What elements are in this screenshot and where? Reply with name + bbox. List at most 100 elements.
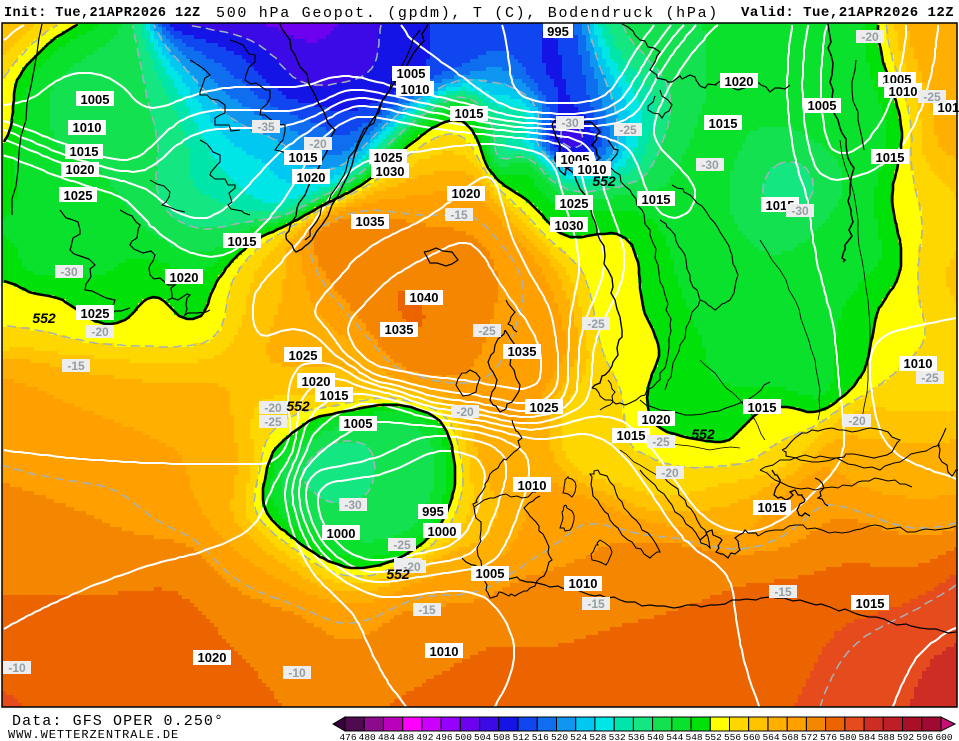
svg-text:552: 552 <box>386 566 410 582</box>
svg-text:512: 512 <box>512 732 529 741</box>
svg-text:1010: 1010 <box>430 644 459 659</box>
svg-text:1010: 1010 <box>518 478 547 493</box>
svg-text:Data: GFS OPER 0.250°: Data: GFS OPER 0.250° <box>12 713 224 730</box>
svg-text:-20: -20 <box>661 466 679 480</box>
svg-text:1020: 1020 <box>170 270 199 285</box>
svg-text:524: 524 <box>570 732 587 741</box>
svg-text:1005: 1005 <box>397 66 426 81</box>
svg-text:1010: 1010 <box>938 100 959 115</box>
svg-text:1015: 1015 <box>228 234 257 249</box>
svg-text:-25: -25 <box>393 538 411 552</box>
svg-text:1040: 1040 <box>410 290 439 305</box>
svg-text:500: 500 <box>455 732 472 741</box>
svg-text:-20: -20 <box>456 405 474 419</box>
svg-text:1015: 1015 <box>758 500 787 515</box>
svg-text:584: 584 <box>859 732 876 741</box>
svg-text:-15: -15 <box>418 603 436 617</box>
svg-text:1005: 1005 <box>344 416 373 431</box>
svg-text:1030: 1030 <box>555 218 584 233</box>
svg-text:1015: 1015 <box>320 388 349 403</box>
svg-text:548: 548 <box>686 732 703 741</box>
svg-text:1015: 1015 <box>642 192 671 207</box>
svg-text:1010: 1010 <box>401 82 430 97</box>
svg-text:-30: -30 <box>344 498 362 512</box>
svg-text:488: 488 <box>397 732 414 741</box>
svg-text:-30: -30 <box>561 116 579 130</box>
svg-text:536: 536 <box>628 732 645 741</box>
svg-text:1025: 1025 <box>560 196 589 211</box>
svg-text:480: 480 <box>359 732 376 741</box>
svg-text:600: 600 <box>935 732 952 741</box>
svg-text:552: 552 <box>691 426 715 442</box>
svg-text:552: 552 <box>705 732 722 741</box>
svg-text:508: 508 <box>493 732 510 741</box>
svg-text:1010: 1010 <box>889 84 918 99</box>
svg-text:596: 596 <box>916 732 933 741</box>
svg-text:532: 532 <box>609 732 626 741</box>
svg-text:1015: 1015 <box>856 596 885 611</box>
svg-text:492: 492 <box>416 732 433 741</box>
svg-text:-20: -20 <box>91 325 109 339</box>
svg-text:1020: 1020 <box>198 650 227 665</box>
svg-text:552: 552 <box>592 173 616 189</box>
svg-text:1015: 1015 <box>455 106 484 121</box>
svg-text:516: 516 <box>532 732 549 741</box>
svg-text:1005: 1005 <box>476 566 505 581</box>
svg-text:556: 556 <box>724 732 741 741</box>
svg-text:1025: 1025 <box>81 306 110 321</box>
svg-text:1020: 1020 <box>297 170 326 185</box>
svg-text:-20: -20 <box>309 137 327 151</box>
svg-text:1015: 1015 <box>709 116 738 131</box>
svg-text:484: 484 <box>378 732 395 741</box>
svg-text:-25: -25 <box>921 371 939 385</box>
svg-text:1010: 1010 <box>904 356 933 371</box>
svg-text:1015: 1015 <box>289 150 318 165</box>
svg-text:1020: 1020 <box>452 186 481 201</box>
svg-text:592: 592 <box>897 732 914 741</box>
svg-text:-15: -15 <box>587 597 605 611</box>
svg-text:1020: 1020 <box>642 412 671 427</box>
svg-text:568: 568 <box>782 732 799 741</box>
svg-text:-10: -10 <box>288 666 306 680</box>
svg-text:-20: -20 <box>264 401 282 415</box>
svg-text:-25: -25 <box>652 435 670 449</box>
svg-text:-25: -25 <box>264 415 282 429</box>
svg-text:1020: 1020 <box>66 162 95 177</box>
svg-text:544: 544 <box>666 732 683 741</box>
svg-text:496: 496 <box>436 732 453 741</box>
svg-text:1020: 1020 <box>725 74 754 89</box>
svg-text:576: 576 <box>820 732 837 741</box>
svg-text:560: 560 <box>743 732 760 741</box>
svg-text:-20: -20 <box>861 30 879 44</box>
svg-text:WWW.WETTERZENTRALE.DE: WWW.WETTERZENTRALE.DE <box>8 728 179 741</box>
svg-text:504: 504 <box>474 732 491 741</box>
svg-text:580: 580 <box>839 732 856 741</box>
svg-text:Init: Tue,21APR2026 12Z: Init: Tue,21APR2026 12Z <box>4 6 201 21</box>
svg-text:1025: 1025 <box>64 188 93 203</box>
svg-text:1010: 1010 <box>73 120 102 135</box>
svg-text:995: 995 <box>547 24 569 39</box>
svg-text:-25: -25 <box>923 90 941 104</box>
svg-text:1015: 1015 <box>876 150 905 165</box>
svg-text:552: 552 <box>286 398 310 414</box>
svg-text:-30: -30 <box>791 204 809 218</box>
svg-text:-30: -30 <box>60 265 78 279</box>
svg-text:1035: 1035 <box>508 344 537 359</box>
svg-text:1025: 1025 <box>289 348 318 363</box>
svg-text:1010: 1010 <box>569 576 598 591</box>
svg-text:500 hPa Geopot. (gpdm), T (C),: 500 hPa Geopot. (gpdm), T (C), Bodendruc… <box>216 5 719 22</box>
svg-text:528: 528 <box>589 732 606 741</box>
svg-text:1005: 1005 <box>81 92 110 107</box>
svg-text:-15: -15 <box>450 208 468 222</box>
svg-text:520: 520 <box>551 732 568 741</box>
svg-text:1035: 1035 <box>356 214 385 229</box>
svg-text:-35: -35 <box>257 120 275 134</box>
svg-text:1015: 1015 <box>748 400 777 415</box>
svg-text:1000: 1000 <box>428 524 457 539</box>
svg-text:-25: -25 <box>587 317 605 331</box>
svg-text:-30: -30 <box>701 158 719 172</box>
svg-text:1015: 1015 <box>70 144 99 159</box>
svg-text:Valid: Tue,21APR2026 12Z: Valid: Tue,21APR2026 12Z <box>741 5 954 21</box>
svg-text:1030: 1030 <box>376 164 405 179</box>
svg-text:-10: -10 <box>8 661 26 675</box>
